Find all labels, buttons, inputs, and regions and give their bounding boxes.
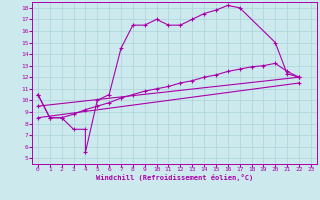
X-axis label: Windchill (Refroidissement éolien,°C): Windchill (Refroidissement éolien,°C) (96, 174, 253, 181)
